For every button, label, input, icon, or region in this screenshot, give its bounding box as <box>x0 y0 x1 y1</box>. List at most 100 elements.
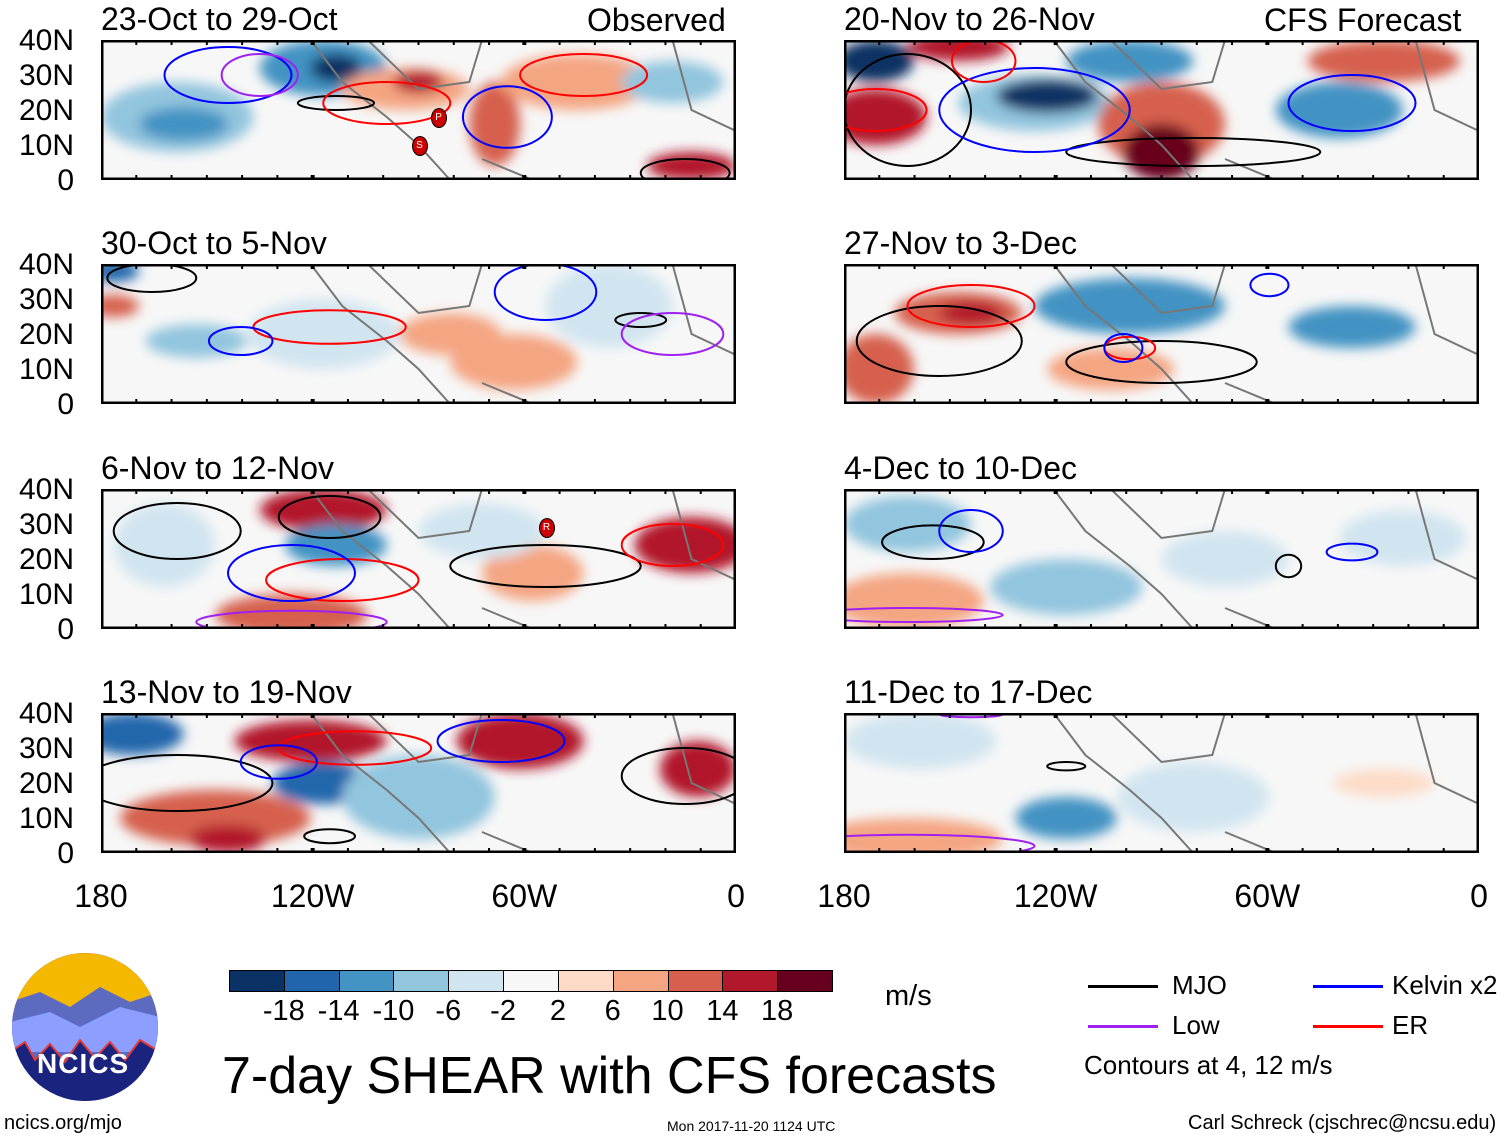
colorbar-swatch <box>667 970 724 992</box>
colorbar-swatch <box>448 970 505 992</box>
wave-contour <box>303 828 357 845</box>
y-tick-label: 10N <box>18 802 74 835</box>
logo-text: NCICS <box>37 1048 130 1079</box>
x-tick-label: 180 <box>817 878 871 914</box>
colorbar-label: -6 <box>435 995 462 1027</box>
legend-er-line <box>1313 1025 1383 1028</box>
shear-anomaly-area <box>1066 40 1194 82</box>
shear-anomaly-area <box>342 755 495 839</box>
shear-anomaly-area <box>996 79 1098 113</box>
colorbar-swatch <box>557 970 614 992</box>
shear-anomaly-area <box>1117 762 1270 832</box>
storm-marker: R <box>538 517 555 538</box>
shear-anomaly-area <box>234 720 387 762</box>
shear-anomaly-area <box>1339 510 1467 566</box>
y-tick-label: 20N <box>18 767 74 800</box>
panel-title: 6-Nov to 12-Nov <box>101 450 334 486</box>
x-tick-label: 60W <box>491 878 558 914</box>
y-tick-label: 0 <box>57 164 74 197</box>
colorbar-swatch <box>722 970 779 992</box>
shear-anomaly-area <box>310 54 362 82</box>
wave-contour <box>844 833 1036 853</box>
wave-contour <box>252 309 407 345</box>
wave-contour <box>239 744 318 780</box>
wave-contour <box>938 67 1131 153</box>
legend-low-line <box>1088 1025 1158 1028</box>
y-tick-label: 30N <box>18 59 74 92</box>
y-tick-label: 10N <box>18 353 74 386</box>
wave-contour <box>1325 542 1379 562</box>
coastline <box>309 264 736 404</box>
colorbar-swatch <box>283 970 340 992</box>
wave-contour <box>163 46 293 104</box>
y-tick-label: 40N <box>18 473 74 506</box>
colorbar-label: -18 <box>262 995 305 1027</box>
y-tick-label: 10N <box>18 578 74 611</box>
storm-marker: P <box>430 108 447 128</box>
y-tick-label: 20N <box>18 318 74 351</box>
panel-title: 4-Dec to 10-Dec <box>844 450 1077 486</box>
wave-contour <box>220 53 299 97</box>
legend-kelvin-line <box>1313 985 1383 988</box>
wave-contour <box>449 544 642 588</box>
y-tick-label: 0 <box>57 613 74 646</box>
legend-low-label: Low <box>1172 1010 1220 1040</box>
legend-mjo-label: MJO <box>1172 970 1227 1000</box>
wave-contour <box>620 523 725 567</box>
shear-anomaly-area <box>659 741 736 797</box>
colorbar-label: 18 <box>761 995 794 1027</box>
shear-anomaly-area <box>907 40 1010 61</box>
panel-title: 11-Dec to 17-Dec <box>844 674 1093 710</box>
y-tick-label: 20N <box>18 543 74 576</box>
shear-anomaly-area <box>1307 40 1460 82</box>
wave-contour <box>106 264 198 293</box>
shear-anomaly-area <box>113 503 216 587</box>
x-tick-label: 60W <box>1234 878 1301 914</box>
footer-credit: Carl Schreck (cjschrec@ncsu.edu) <box>1188 1112 1497 1134</box>
observed-label: Observed <box>587 2 726 38</box>
footer-url[interactable]: ncics.org/mjo <box>4 1112 122 1134</box>
y-tick-label: 40N <box>18 697 74 730</box>
shear-anomaly-area <box>285 524 387 566</box>
y-tick-label: 30N <box>18 283 74 316</box>
x-tick-label: 180 <box>74 878 128 914</box>
coastline <box>1052 40 1479 180</box>
legend-kelvin-label: Kelvin x2 <box>1392 970 1498 1000</box>
coastline <box>1052 489 1479 629</box>
wave-contour <box>881 524 985 560</box>
shear-anomaly-area <box>101 713 184 755</box>
shear-map-panel <box>101 489 736 629</box>
y-tick-label: 30N <box>18 508 74 541</box>
colorbar-label: -14 <box>317 995 360 1027</box>
coastline <box>1052 713 1479 853</box>
panel-title: 20-Nov to 26-Nov <box>844 1 1095 37</box>
wave-contour <box>844 53 972 167</box>
colorbar-swatch <box>229 970 285 992</box>
figure-title: 7-day SHEAR with CFS forecasts <box>222 1047 997 1105</box>
wave-contour <box>265 558 420 602</box>
wave-contour <box>112 502 242 560</box>
shear-map-panel <box>101 40 736 180</box>
wave-contour <box>844 88 928 132</box>
wave-contour <box>1249 272 1290 298</box>
shear-anomaly-area <box>139 107 228 141</box>
x-tick-label: 0 <box>1470 878 1488 914</box>
wave-contour <box>296 95 376 111</box>
wave-contour <box>101 754 274 812</box>
wave-contour <box>906 284 1036 328</box>
y-tick-label: 40N <box>18 248 74 281</box>
y-tick-label: 10N <box>18 129 74 162</box>
shear-anomaly-area <box>990 559 1143 615</box>
shear-anomaly-area <box>1288 306 1416 348</box>
wave-contour <box>493 264 598 321</box>
shear-anomaly-area <box>189 825 267 853</box>
shear-map-panel <box>844 40 1479 180</box>
colorbar-label: 10 <box>651 995 684 1027</box>
colorbar-label: -10 <box>372 995 415 1027</box>
wave-contour <box>614 312 668 328</box>
shear-anomaly-area <box>456 713 584 769</box>
wave-contour <box>322 81 452 125</box>
shear-map-panel <box>844 489 1479 629</box>
legend-er-label: ER <box>1392 1010 1429 1040</box>
colorbar-label: 14 <box>706 995 739 1027</box>
